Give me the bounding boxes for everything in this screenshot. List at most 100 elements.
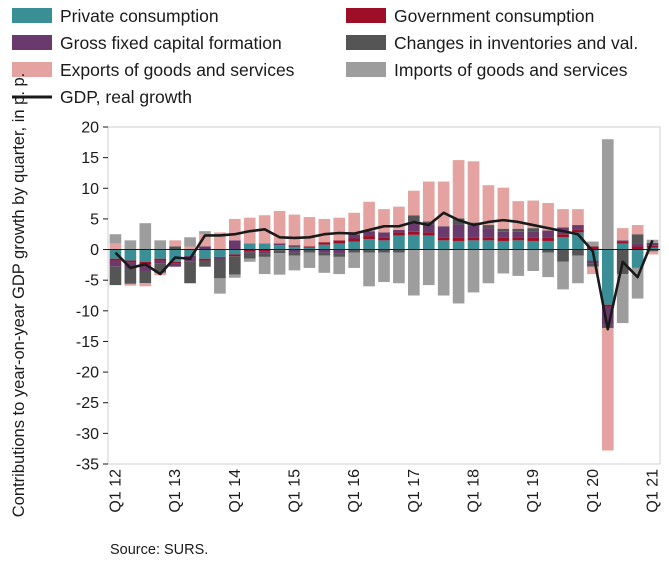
y-tick-label: -10 xyxy=(76,303,99,320)
bar-private xyxy=(363,239,375,250)
bar-imports xyxy=(124,240,137,250)
bar-government xyxy=(587,246,599,250)
bar-private xyxy=(467,240,480,250)
bar-inventories xyxy=(497,228,510,232)
bar-private xyxy=(482,240,495,250)
bar-gfcf xyxy=(333,249,346,254)
bar-private xyxy=(393,235,405,250)
bar-exports xyxy=(482,185,495,226)
bar-imports xyxy=(258,256,271,275)
bar-exports xyxy=(393,206,405,230)
source-note: Source: SURS. xyxy=(110,542,208,558)
legend-label-inventories: Changes in inventories and val. xyxy=(394,33,638,53)
y-axis-label: Contributions to year-on-year GDP growth… xyxy=(10,73,28,518)
bar-private xyxy=(512,240,525,250)
bar-private xyxy=(378,240,390,250)
bar-inventories xyxy=(363,249,375,253)
bar-gfcf xyxy=(348,234,360,239)
bar-gfcf xyxy=(631,243,644,247)
bar-inventories xyxy=(139,270,152,284)
bar-inventories xyxy=(318,252,331,256)
bar-exports xyxy=(139,283,152,287)
bar-exports xyxy=(601,327,614,451)
x-tick-label: Q1 18 xyxy=(466,469,483,513)
bar-gfcf xyxy=(422,224,435,233)
bar-gfcf xyxy=(363,231,375,237)
legend-item-gdp: GDP, real growth xyxy=(12,87,192,107)
bar-private xyxy=(228,249,241,255)
bar-imports xyxy=(318,255,331,273)
bar-inventories xyxy=(393,249,405,253)
legend-item-exports: Exports of goods and services xyxy=(12,60,295,80)
y-tick-label: 0 xyxy=(90,242,99,259)
bar-government xyxy=(646,245,659,248)
bar-imports xyxy=(527,249,540,271)
bar-inventories xyxy=(557,249,569,262)
x-tick-label: Q1 15 xyxy=(287,469,304,513)
bar-inventories xyxy=(482,225,495,229)
bar-inventories xyxy=(527,228,540,232)
bar-inventories xyxy=(273,250,286,254)
legend: Private consumption Government consumpti… xyxy=(12,6,638,107)
legend-item-imports: Imports of goods and services xyxy=(346,60,628,80)
bar-imports xyxy=(512,249,525,276)
legend-label-gdp: GDP, real growth xyxy=(60,87,192,107)
bar-private xyxy=(348,241,360,250)
bar-government xyxy=(542,237,554,241)
gdp-line xyxy=(114,211,654,331)
bar-exports xyxy=(348,212,360,235)
bar-inventories xyxy=(587,263,599,267)
bar-government xyxy=(169,261,181,264)
bar-government xyxy=(228,254,241,257)
plot-area: 20 15 10 5 0 -5 -10 -15 -20 -25 -30 -35 Q1 12 Q1 13 Q1… xyxy=(76,120,662,513)
bar-imports xyxy=(303,252,316,268)
bar-private xyxy=(408,234,420,250)
bar-private xyxy=(646,247,659,250)
bar-inventories xyxy=(169,246,181,250)
bar-inventories xyxy=(631,234,644,244)
y-tick-label: -25 xyxy=(76,395,99,412)
bar-government xyxy=(154,258,167,261)
bar-imports xyxy=(572,255,584,284)
bar-inventories xyxy=(512,228,525,232)
bar-government xyxy=(318,242,331,245)
bar-imports xyxy=(139,223,152,250)
bar-inventories xyxy=(378,249,390,253)
bar-government xyxy=(393,232,405,236)
x-tick-label: Q1 17 xyxy=(406,469,423,513)
bar-imports xyxy=(601,139,614,250)
y-tick-label: 20 xyxy=(81,120,99,137)
bar-inventories xyxy=(408,215,420,222)
bar-private xyxy=(124,249,137,261)
y-tick-label: -30 xyxy=(76,426,99,443)
x-tick-label: Q1 19 xyxy=(525,469,542,513)
bar-exports xyxy=(124,283,137,286)
bar-exports xyxy=(452,160,465,219)
bar-gfcf xyxy=(542,230,554,238)
y-tick-label: -20 xyxy=(76,365,99,382)
bar-imports xyxy=(363,252,375,287)
bar-inventories xyxy=(199,260,211,267)
bar-exports xyxy=(616,228,629,241)
bar-exports xyxy=(527,200,540,229)
bar-imports xyxy=(393,252,405,284)
bar-exports xyxy=(288,214,301,246)
legend-label-exports: Exports of goods and services xyxy=(60,60,295,80)
legend-swatch-private xyxy=(12,8,52,23)
bar-private xyxy=(303,247,316,250)
bar-imports xyxy=(616,274,629,324)
bar-private xyxy=(154,249,167,259)
x-tick-label: Q1 12 xyxy=(108,469,125,513)
bar-gfcf xyxy=(393,229,405,233)
bar-private xyxy=(243,243,256,250)
bar-inventories xyxy=(348,249,360,253)
legend-label-gfcf: Gross fixed capital formation xyxy=(60,33,282,53)
bar-inventories xyxy=(646,249,659,252)
legend-swatch-inventories xyxy=(346,35,386,50)
y-tick-label: -35 xyxy=(76,457,99,474)
legend-swatch-government xyxy=(346,8,386,23)
bar-gfcf xyxy=(601,306,614,325)
bar-government xyxy=(422,232,435,236)
bar-gfcf xyxy=(572,225,584,230)
